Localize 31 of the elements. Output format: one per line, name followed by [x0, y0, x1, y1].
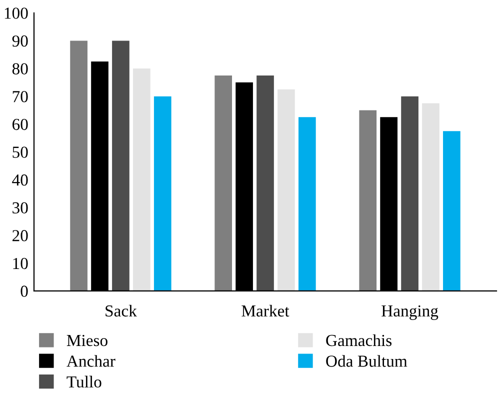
bar	[154, 96, 172, 291]
y-tick-label: 40	[12, 174, 28, 186]
y-tick-label: 30	[12, 202, 28, 214]
bar	[298, 117, 316, 291]
y-tick-label: 20	[12, 230, 28, 242]
y-tick-label: 70	[12, 91, 28, 102]
bar	[214, 75, 232, 291]
bar	[112, 40, 130, 291]
legend-label: Anchar	[66, 355, 116, 367]
y-tick-label: 90	[12, 35, 28, 47]
y-tick-label: 100	[4, 8, 28, 19]
x-tick-label: Hanging	[382, 305, 438, 320]
bar	[133, 68, 150, 291]
legend-label: Oda Bultum	[326, 355, 408, 367]
y-tick-label: 0	[20, 286, 28, 297]
bar	[401, 96, 418, 291]
x-tick-label: Market	[242, 304, 290, 317]
y-tick-label: 10	[13, 258, 28, 270]
x-tick-label: Sack	[106, 304, 137, 317]
bar	[70, 40, 88, 291]
bar	[256, 75, 274, 291]
bar	[422, 103, 440, 291]
y-tick-label: 50	[12, 146, 28, 158]
legend-label: Gamachis	[326, 334, 392, 346]
legend-label: Mieso	[66, 334, 108, 346]
bar	[359, 110, 377, 291]
bar	[278, 89, 295, 291]
y-tick-label: 80	[12, 63, 28, 74]
y-tick-label: 60	[12, 118, 28, 130]
bar	[443, 131, 460, 291]
legend-label: Tullo	[66, 376, 102, 388]
